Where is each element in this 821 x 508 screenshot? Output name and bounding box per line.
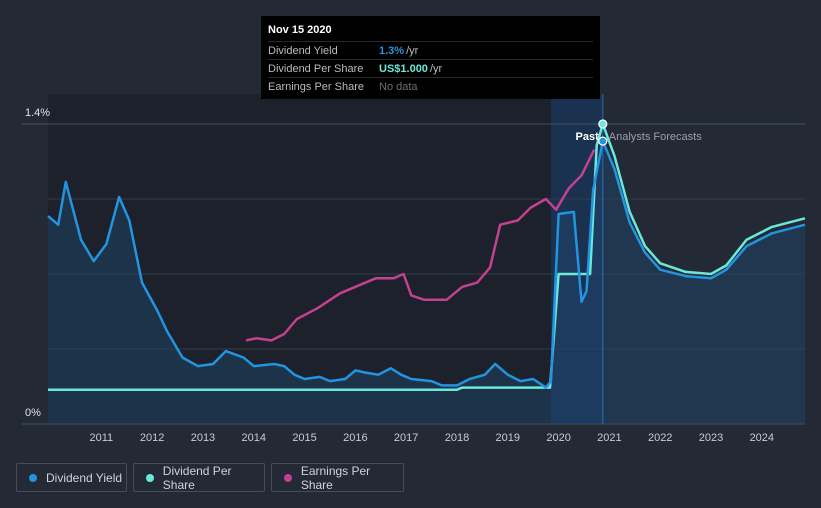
x-tick-label: 2013 bbox=[191, 432, 215, 444]
legend-item-dividend-yield[interactable]: Dividend Yield bbox=[16, 463, 127, 492]
dividend-yield-dot-icon bbox=[29, 473, 37, 482]
x-tick-label: 2020 bbox=[546, 432, 570, 444]
x-tick-label: 2018 bbox=[445, 432, 469, 444]
legend-label: Dividend Yield bbox=[46, 470, 123, 485]
x-tick-label: 2014 bbox=[242, 432, 266, 444]
tooltip: Nov 15 2020 Dividend Yield 1.3% /yr Divi… bbox=[261, 16, 600, 99]
tooltip-unit: /yr bbox=[406, 44, 419, 57]
x-tick-label: 2022 bbox=[648, 432, 672, 444]
legend-label: Earnings Per Share bbox=[300, 463, 371, 492]
y-axis-bottom-label: 0% bbox=[25, 407, 41, 419]
x-tick-label: 2017 bbox=[394, 432, 418, 444]
earnings-per-share-dot-icon bbox=[284, 473, 292, 482]
tooltip-label: Dividend Per Share bbox=[268, 62, 364, 75]
tooltip-unit: /yr bbox=[429, 62, 443, 75]
dividend-yield-marker bbox=[598, 136, 608, 146]
legend-label: Dividend Per Share bbox=[162, 463, 232, 492]
tooltip-value: No data bbox=[379, 80, 418, 93]
tooltip-value: US$1.000 bbox=[379, 62, 428, 75]
dividend-per-share-dot-icon bbox=[146, 473, 154, 482]
legend-item-dividend-per-share[interactable]: Dividend Per Share bbox=[133, 463, 265, 492]
earnings-per-share-line bbox=[245, 149, 596, 342]
dividend-yield-line bbox=[47, 139, 806, 389]
x-tick-label: 2016 bbox=[343, 432, 367, 444]
forecast-label: Analysts Forecasts bbox=[609, 131, 702, 143]
legend-item-earnings-per-share[interactable]: Earnings Per Share bbox=[271, 463, 404, 492]
x-tick-label: 2012 bbox=[140, 432, 164, 444]
x-tick-label: 2015 bbox=[292, 432, 316, 444]
y-axis-top-label: 1.4% bbox=[25, 107, 50, 119]
tooltip-row-dividend-per-share: Dividend Per Share US$1.000 /yr bbox=[268, 59, 593, 77]
x-tick-label: 2021 bbox=[597, 432, 621, 444]
tooltip-row-earnings-per-share: Earnings Per Share No data bbox=[268, 77, 593, 95]
past-label: Past bbox=[576, 131, 600, 143]
tooltip-label: Dividend Yield bbox=[268, 44, 338, 57]
tooltip-value: 1.3% bbox=[379, 44, 405, 57]
x-tick-label: 2011 bbox=[90, 432, 114, 444]
tooltip-label: Earnings Per Share bbox=[268, 80, 364, 93]
x-tick-label: 2019 bbox=[496, 432, 520, 444]
past-background bbox=[48, 94, 551, 424]
tooltip-date: Nov 15 2020 bbox=[268, 24, 332, 36]
dividend-yield-area bbox=[48, 141, 805, 424]
x-tick-label: 2023 bbox=[699, 432, 723, 444]
tooltip-row-dividend-yield: Dividend Yield 1.3% /yr bbox=[268, 41, 593, 59]
x-tick-label: 2024 bbox=[750, 432, 774, 444]
dividend-per-share-marker bbox=[598, 119, 608, 129]
